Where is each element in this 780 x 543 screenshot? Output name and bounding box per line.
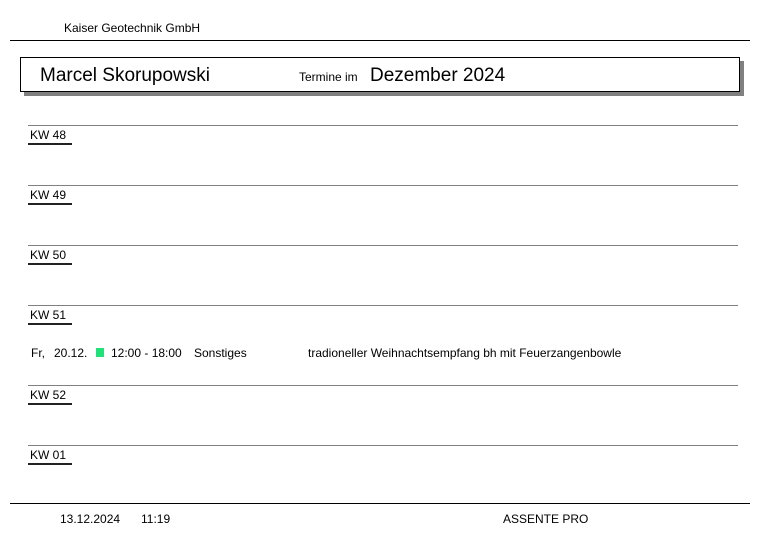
header-divider [10, 40, 750, 41]
week-divider [28, 445, 738, 446]
product-name: ASSENTE PRO [503, 512, 589, 526]
print-time: 11:19 [141, 512, 171, 526]
event-category: Sonstiges [194, 346, 247, 360]
company-name: Kaiser Geotechnik GmbH [64, 21, 201, 35]
week-underline [28, 323, 72, 325]
event-day: Fr, [31, 346, 45, 360]
title-box: Marcel Skorupowski Termine im Dezember 2… [20, 57, 740, 92]
week-divider [28, 385, 738, 386]
week-label: KW 48 [30, 128, 67, 142]
event-date: 20.12. [54, 346, 88, 360]
title-prefix: Termine im [299, 70, 358, 84]
event-description: tradioneller Weihnachtsempfang bh mit Fe… [308, 346, 622, 360]
person-name: Marcel Skorupowski [40, 65, 210, 86]
week-label: KW 49 [30, 188, 67, 202]
footer-divider [10, 503, 750, 504]
week-underline [28, 403, 72, 405]
week-underline [28, 263, 72, 265]
print-date: 13.12.2024 [60, 512, 121, 526]
week-underline [28, 463, 72, 465]
week-divider [28, 245, 738, 246]
week-divider [28, 305, 738, 306]
category-color-marker [96, 348, 104, 357]
title-month: Dezember 2024 [370, 65, 506, 86]
week-label: KW 01 [30, 448, 67, 462]
week-underline [28, 203, 72, 205]
week-label: KW 52 [30, 388, 67, 402]
week-divider [28, 125, 738, 126]
week-label: KW 51 [30, 308, 67, 322]
event-time: 12:00 - 18:00 [111, 346, 182, 360]
week-divider [28, 185, 738, 186]
week-underline [28, 143, 72, 145]
week-label: KW 50 [30, 248, 67, 262]
